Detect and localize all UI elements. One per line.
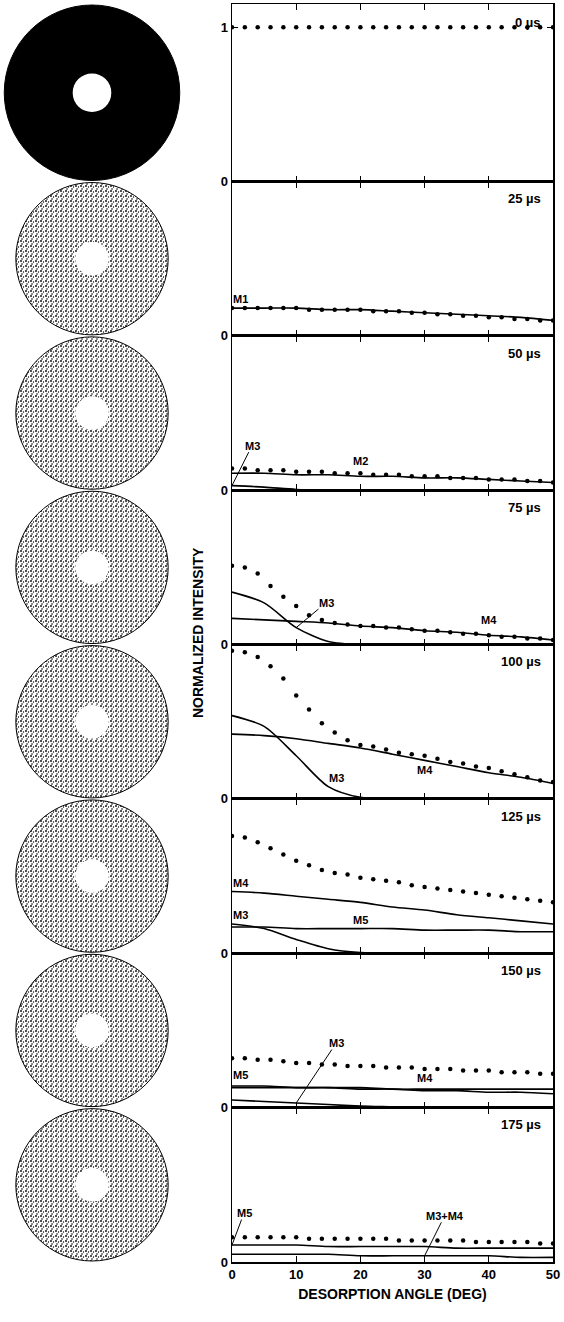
- svg-text:10: 10: [289, 1267, 303, 1282]
- svg-text:DESORPTION ANGLE (DEG): DESORPTION ANGLE (DEG): [298, 1286, 487, 1302]
- svg-text:20: 20: [353, 1267, 367, 1282]
- svg-text:25 µs: 25 µs: [508, 191, 541, 206]
- svg-text:M4: M4: [481, 614, 497, 626]
- svg-text:50: 50: [546, 1267, 560, 1282]
- svg-text:M3: M3: [233, 909, 248, 921]
- svg-text:0 µs: 0 µs: [515, 15, 541, 30]
- svg-text:1: 1: [221, 20, 228, 35]
- svg-text:100 µs: 100 µs: [501, 654, 541, 669]
- svg-text:M1: M1: [233, 293, 248, 305]
- svg-text:75 µs: 75 µs: [508, 500, 541, 515]
- svg-text:M4: M4: [417, 764, 433, 776]
- svg-text:M5: M5: [353, 914, 368, 926]
- svg-text:0: 0: [221, 637, 228, 652]
- svg-text:M3+M4: M3+M4: [426, 1210, 464, 1222]
- svg-text:0: 0: [221, 1100, 228, 1115]
- svg-text:0: 0: [221, 791, 228, 806]
- svg-text:175 µs: 175 µs: [501, 1117, 541, 1132]
- svg-text:M2: M2: [353, 455, 368, 467]
- svg-text:NORMALIZED INTENSITY: NORMALIZED INTENSITY: [190, 547, 206, 718]
- svg-text:30: 30: [417, 1267, 431, 1282]
- svg-text:M3: M3: [245, 440, 260, 452]
- svg-text:M4: M4: [233, 877, 249, 889]
- svg-text:0: 0: [221, 174, 228, 189]
- svg-text:125 µs: 125 µs: [501, 809, 541, 824]
- svg-text:M3: M3: [319, 597, 334, 609]
- svg-text:M5: M5: [237, 1207, 252, 1219]
- svg-text:0: 0: [228, 1267, 235, 1282]
- svg-text:150 µs: 150 µs: [501, 963, 541, 978]
- svg-text:M4: M4: [417, 1072, 433, 1084]
- svg-text:0: 0: [221, 1255, 228, 1270]
- svg-text:M3: M3: [329, 1037, 344, 1049]
- svg-text:M5: M5: [233, 1069, 248, 1081]
- svg-text:M3: M3: [329, 772, 344, 784]
- svg-text:0: 0: [221, 946, 228, 961]
- svg-text:50 µs: 50 µs: [508, 346, 541, 361]
- svg-text:40: 40: [482, 1267, 496, 1282]
- svg-text:0: 0: [221, 483, 228, 498]
- svg-text:0: 0: [221, 328, 228, 343]
